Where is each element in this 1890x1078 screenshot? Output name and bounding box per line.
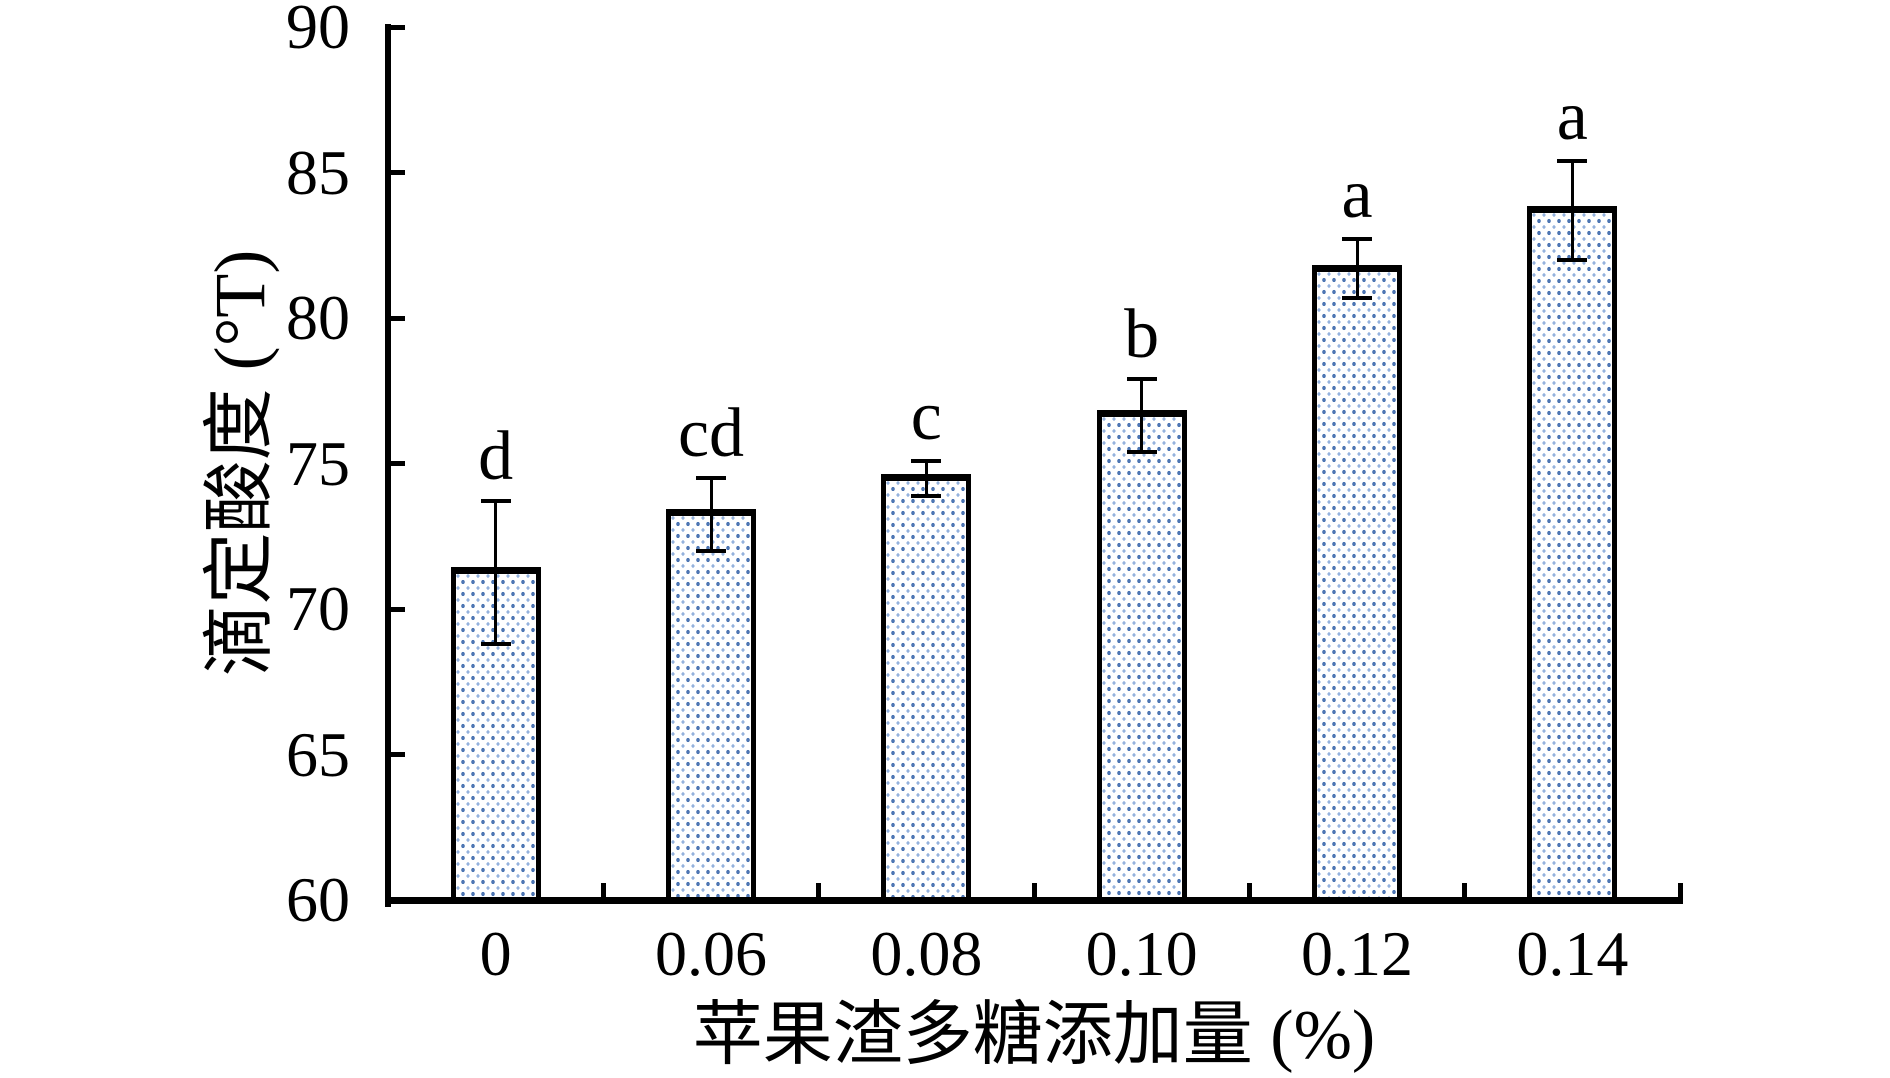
x-tick xyxy=(816,883,822,897)
error-bar-cap-top xyxy=(911,458,942,463)
y-tick-label: 65 xyxy=(286,718,350,790)
error-bar-cap-bottom xyxy=(480,641,511,646)
error-bar-cap-bottom xyxy=(1126,449,1157,454)
x-tick-label: 0.10 xyxy=(1085,918,1198,989)
error-bar-line xyxy=(924,460,928,496)
error-bar-cap-bottom xyxy=(911,493,942,498)
x-tick-label: 0.08 xyxy=(870,918,983,989)
bar-0.14 xyxy=(1527,206,1618,903)
y-axis-line xyxy=(385,24,391,907)
y-tick xyxy=(391,315,405,321)
bar-0.08 xyxy=(881,474,972,903)
error-bar-line xyxy=(494,501,498,644)
y-tick xyxy=(391,606,405,612)
y-tick xyxy=(391,170,405,175)
x-tick xyxy=(1246,883,1252,897)
error-bar-line xyxy=(1355,239,1359,298)
bar-0.10 xyxy=(1096,410,1187,903)
error-bar-line xyxy=(1570,160,1574,260)
bar-0.12 xyxy=(1312,264,1402,903)
x-tick-label: 0.14 xyxy=(1516,918,1629,989)
y-tick-label: 80 xyxy=(286,282,350,353)
error-bar-cap-bottom xyxy=(1342,295,1372,300)
y-tick-label: 70 xyxy=(286,573,350,644)
y-tick xyxy=(391,752,405,757)
error-bar-cap-top xyxy=(1557,158,1588,163)
significance-letter: a xyxy=(1341,156,1373,234)
y-tick-label: 60 xyxy=(286,864,350,935)
x-axis-line xyxy=(385,897,1683,904)
significance-letter: cd xyxy=(677,395,745,473)
significance-letter: d xyxy=(478,418,514,496)
x-tick-label: 0.06 xyxy=(655,918,767,989)
x-tick xyxy=(600,883,606,897)
y-tick xyxy=(391,24,405,30)
error-bar-cap-top xyxy=(480,499,511,504)
error-bar-cap-bottom xyxy=(696,548,726,553)
significance-letter: c xyxy=(910,377,942,455)
y-tick-label: 90 xyxy=(286,0,350,62)
y-tick-label: 75 xyxy=(286,427,350,499)
bar-0.06 xyxy=(666,508,756,903)
error-bar-line xyxy=(1140,379,1144,452)
error-bar-cap-top xyxy=(696,476,726,481)
y-tick xyxy=(391,461,405,466)
y-axis-title: 滴定酸度 (°T) xyxy=(200,249,280,677)
x-tick-label: 0.12 xyxy=(1301,918,1413,989)
x-tick xyxy=(1462,883,1468,897)
x-tick-label: 0 xyxy=(479,918,512,989)
x-axis-title: 苹果渣多糖添加量 (%) xyxy=(692,997,1376,1074)
error-bar-line xyxy=(709,478,713,551)
error-bar-cap-top xyxy=(1342,237,1372,242)
significance-letter: a xyxy=(1556,77,1588,155)
y-tick-label: 85 xyxy=(286,136,350,208)
x-tick xyxy=(1677,883,1683,897)
error-bar-cap-bottom xyxy=(1557,257,1588,262)
error-bar-cap-top xyxy=(1126,377,1157,382)
significance-letter: b xyxy=(1124,296,1160,374)
x-tick xyxy=(1031,883,1037,897)
